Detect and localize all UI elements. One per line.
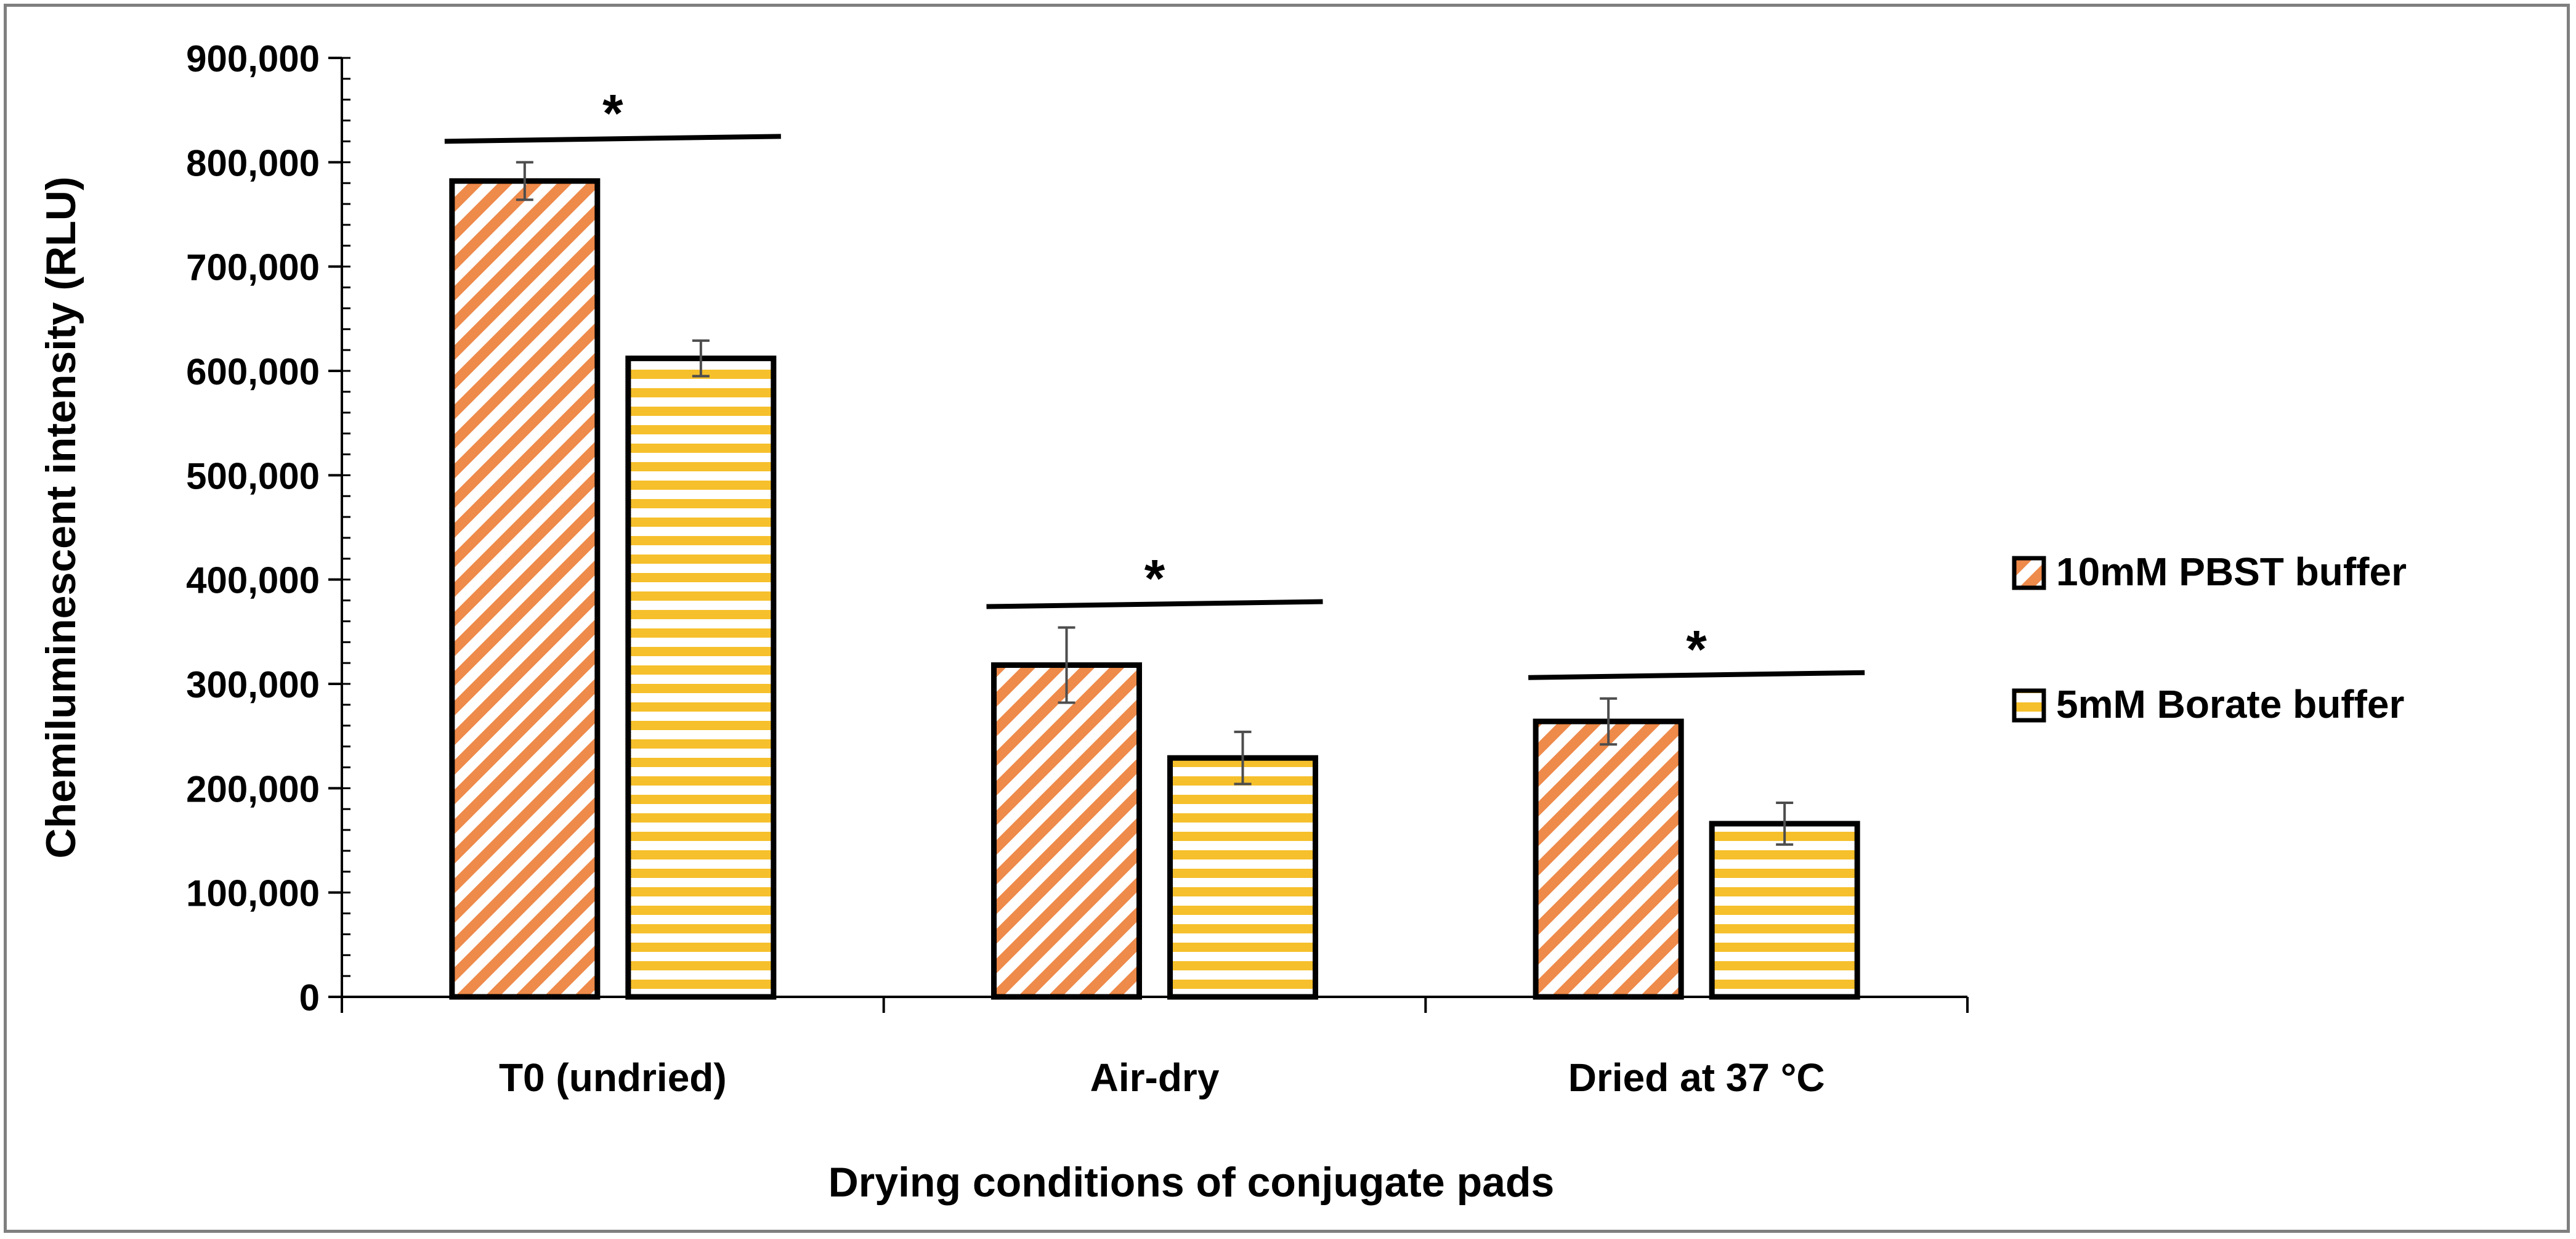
y-tick-label: 900,000 — [186, 38, 320, 79]
y-tick-label: 100,000 — [186, 873, 320, 914]
y-tick-label: 500,000 — [186, 455, 320, 497]
bar-borate — [1709, 821, 1860, 1000]
legend-label: 10mM PBST buffer — [2056, 550, 2407, 594]
bar-borate — [1167, 755, 1318, 1000]
error-bar — [1600, 697, 1618, 746]
error-bar — [692, 339, 710, 378]
chart-frame — [4, 4, 2570, 1233]
significance-asterisk: * — [1144, 550, 1165, 609]
error-bars — [516, 161, 1794, 846]
bars — [449, 178, 1860, 1000]
x-tick-label: Air-dry — [1090, 1055, 1220, 1100]
y-tick-label: 800,000 — [186, 142, 320, 184]
error-bar — [1776, 802, 1794, 846]
significance-line — [444, 134, 781, 144]
legend: 10mM PBST buffer 5mM Borate buffer — [2012, 550, 2407, 726]
legend-item: 5mM Borate buffer — [2012, 682, 2404, 726]
x-tick-label: T0 (undried) — [499, 1055, 727, 1100]
x-tick-label: Dried at 37 °C — [1568, 1055, 1825, 1100]
x-axis-label: Drying conditions of conjugate pads — [828, 1159, 1555, 1206]
y-tick-label: 600,000 — [186, 351, 320, 392]
y-tick-label: 400,000 — [186, 560, 320, 601]
bar-pbst — [991, 662, 1142, 1000]
significance-asterisk: * — [602, 84, 623, 143]
bar-pbst — [1533, 718, 1684, 1000]
legend-label: 5mM Borate buffer — [2056, 682, 2404, 726]
y-tick-label: 700,000 — [186, 247, 320, 288]
legend-item: 10mM PBST buffer — [2012, 550, 2407, 594]
significance-line — [1528, 670, 1865, 680]
bar-borate — [625, 355, 777, 1000]
y-tick-label: 300,000 — [186, 664, 320, 705]
y-tick-label: 200,000 — [186, 768, 320, 810]
legend-swatch — [2012, 556, 2046, 590]
axes: 0 100,000 200,000 300,000 400,000 500,000 600,… — [186, 38, 1969, 1100]
error-bar — [1058, 626, 1075, 704]
legend-swatch — [2012, 688, 2046, 723]
significance-line — [986, 599, 1323, 609]
bar-pbst — [449, 178, 601, 1000]
significance-asterisk: * — [1686, 620, 1707, 680]
significance-markers: * * * — [444, 84, 1865, 680]
error-bar — [1234, 730, 1252, 786]
y-axis-label: Chemiluminescent intensity (RLU) — [38, 176, 84, 858]
y-tick-label: 0 — [299, 977, 320, 1018]
error-bar — [516, 161, 533, 201]
